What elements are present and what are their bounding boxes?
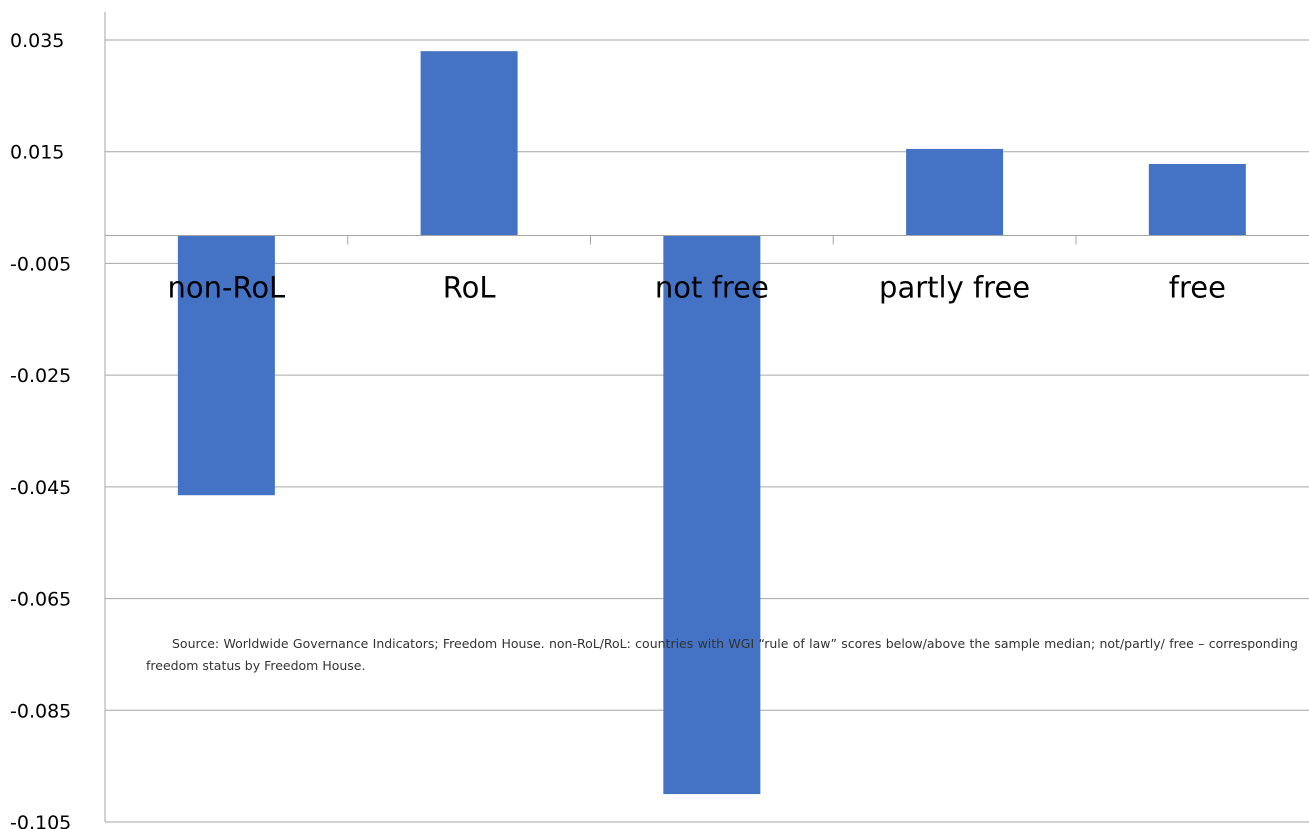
- x-tick-marks: [347, 235, 1077, 245]
- y-tick-labels: 0.035 0.015 -0.005 -0.025 -0.045 -0.065 -0.085…: [10, 30, 71, 829]
- y-tick-label: -0.065: [10, 589, 71, 611]
- source-annotation: Source: Worldwide Governance Indicators;…: [146, 636, 1298, 673]
- bar-free: [1148, 164, 1246, 236]
- y-tick-label: 0.015: [10, 142, 64, 164]
- y-tick-label: -0.045: [10, 477, 71, 499]
- y-tick-label: -0.005: [10, 253, 71, 275]
- bars: [177, 51, 1246, 795]
- category-label: RoL: [443, 271, 496, 305]
- bar-non-rol: [177, 235, 275, 496]
- category-label: partly free: [879, 271, 1030, 305]
- category-label: not free: [655, 271, 769, 305]
- y-tick-label: 0.035: [10, 30, 64, 52]
- category-labels: non-RoL RoL not free partly free free: [168, 271, 1226, 305]
- bar-not-free: [663, 235, 761, 795]
- bar-rol: [420, 51, 518, 236]
- y-tick-label: -0.025: [10, 365, 71, 387]
- category-label: free: [1169, 271, 1226, 305]
- bar-partly-free: [906, 148, 1004, 236]
- y-tick-label: -0.105: [10, 812, 71, 829]
- category-label: non-RoL: [168, 271, 286, 305]
- y-tick-label: -0.085: [10, 700, 71, 722]
